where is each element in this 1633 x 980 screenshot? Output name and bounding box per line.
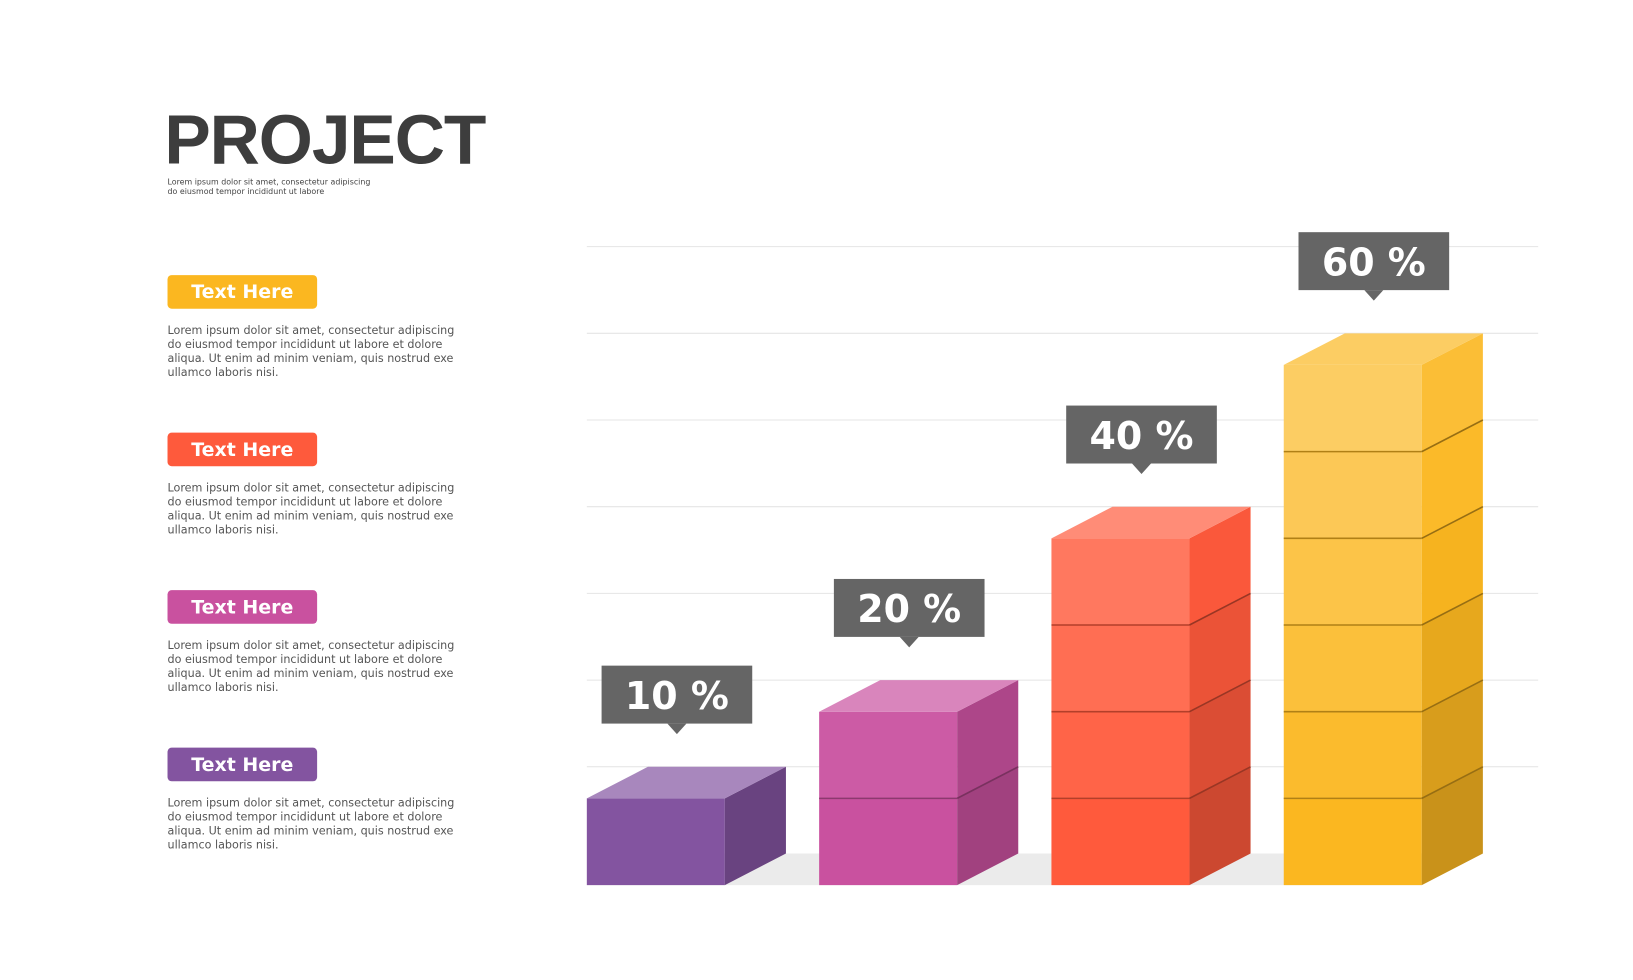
description: aliqua. Ut enim ad minim veniam, quis no… [168, 352, 454, 365]
badge-label: Text Here [191, 596, 293, 618]
bar-front [586, 798, 725, 886]
value-label: 40 % [1090, 414, 1194, 458]
description: Lorem ipsum dolor sit amet, consectetur … [168, 324, 455, 337]
badge-label: Text Here [191, 754, 293, 776]
callout [833, 578, 985, 637]
bar-front [819, 798, 958, 886]
bar-front [1051, 798, 1190, 886]
description: ullamco laboris nisi. [168, 366, 279, 379]
bar-side [957, 766, 1019, 886]
badge-label: Text Here [191, 281, 293, 303]
bar-front [1283, 364, 1422, 452]
description: aliqua. Ut enim ad minim veniam, quis no… [168, 824, 454, 837]
bar-divider [1421, 766, 1484, 800]
description: Lorem ipsum dolor sit amet, consectetur … [168, 482, 455, 495]
bar-side [1421, 420, 1483, 539]
bar-side [1189, 593, 1251, 712]
bar-front [1283, 798, 1422, 886]
bar-top [819, 680, 1019, 712]
description: ullamco laboris nisi. [168, 523, 279, 536]
bar-divider [1421, 679, 1484, 713]
bar [586, 766, 786, 886]
callout [601, 665, 753, 724]
description: aliqua. Ut enim ad minim veniam, quis no… [168, 509, 454, 522]
bar-divider [956, 766, 1019, 800]
badge [167, 590, 318, 624]
bar-front [1051, 625, 1190, 712]
subtitle: do eiusmod tempor incididunt ut labore [168, 187, 325, 196]
bar-front [819, 711, 958, 799]
value-label: 60 % [1322, 240, 1426, 284]
bar-side [1189, 680, 1251, 799]
floor [586, 853, 1483, 886]
bar [819, 680, 1019, 886]
bar-top [1051, 506, 1251, 539]
bar-side [724, 766, 786, 886]
badge [167, 432, 318, 467]
description: do eiusmod tempor incididunt ut labore e… [168, 495, 443, 508]
description: do eiusmod tempor incididunt ut labore e… [168, 810, 443, 823]
bar-side [1189, 506, 1251, 626]
bar-divider [1189, 592, 1251, 626]
bar-front [1283, 625, 1422, 712]
bar-top [586, 766, 786, 799]
callout [1298, 232, 1450, 291]
bar-side [1421, 680, 1483, 799]
value-label: 10 % [625, 674, 729, 718]
bar-side [1421, 766, 1483, 886]
description: do eiusmod tempor incididunt ut labore e… [168, 653, 443, 666]
description: Lorem ipsum dolor sit amet, consectetur … [168, 797, 455, 810]
description: do eiusmod tempor incididunt ut labore e… [168, 338, 443, 351]
bar-front [1051, 538, 1190, 626]
bar-front [1283, 538, 1422, 626]
bar-divider [1421, 592, 1484, 626]
bar-side [1189, 766, 1251, 886]
bar-front [1051, 711, 1190, 799]
badge-label: Text Here [191, 439, 293, 461]
callout [1066, 405, 1217, 464]
description: Lorem ipsum dolor sit amet, consectetur … [168, 639, 455, 652]
bar [1051, 506, 1251, 886]
title: PROJECT [164, 100, 486, 178]
description: ullamco laboris nisi. [168, 838, 279, 851]
callout-pointer [899, 636, 919, 648]
bar-front [1283, 711, 1422, 799]
bar-front [1283, 451, 1422, 539]
callout-pointer [1364, 290, 1384, 301]
bar-side [1421, 506, 1483, 626]
bar [1283, 333, 1484, 886]
bar-side [957, 680, 1019, 799]
description: ullamco laboris nisi. [168, 681, 279, 694]
bar-divider [1189, 679, 1251, 713]
bar-side [1421, 333, 1483, 452]
value-label: 20 % [857, 587, 961, 631]
bar-top [1283, 333, 1483, 365]
bar-divider [1421, 419, 1484, 453]
callout-pointer [1132, 463, 1152, 475]
badge [167, 747, 318, 782]
subtitle: Lorem ipsum dolor sit amet, consectetur … [168, 177, 371, 186]
badge [167, 275, 318, 309]
callout-pointer [667, 723, 687, 735]
bar-divider [1189, 766, 1251, 800]
bar-side [1421, 593, 1483, 712]
bar-divider [1421, 506, 1484, 540]
description: aliqua. Ut enim ad minim veniam, quis no… [168, 667, 454, 680]
